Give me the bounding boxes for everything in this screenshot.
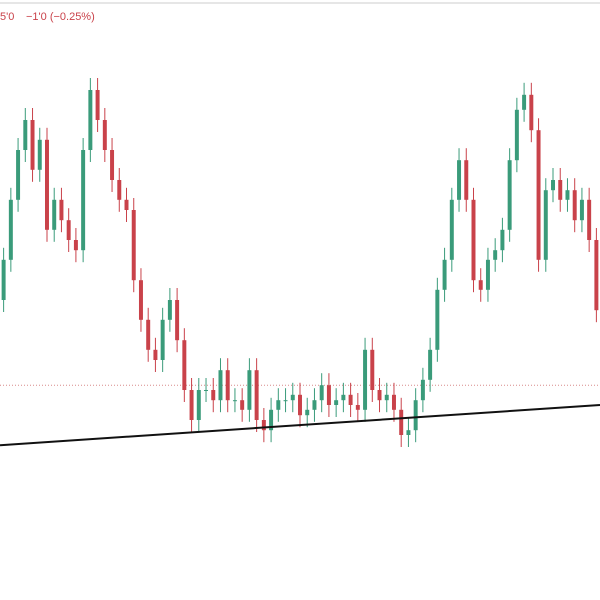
candle-body [153,349,158,360]
candle-body [131,210,136,281]
candle-body [59,199,64,221]
candle-body [391,394,396,410]
candle-body [522,94,527,110]
candle-body [334,400,339,405]
candle-body [558,180,563,200]
candle-body [326,385,331,405]
candle-body [204,390,209,391]
candle-body [529,94,534,131]
candle-body [449,199,454,260]
candle-body [138,280,143,320]
candle-body [298,394,302,416]
candle-body [514,109,519,161]
candle-body [420,379,425,401]
candle-body [88,90,93,150]
candle-body [377,390,382,401]
candle-body [442,259,447,290]
candle-body [146,319,151,350]
candle-body [232,400,237,402]
candle-body [211,390,216,401]
candle-body [30,120,35,170]
candle-body [565,190,570,200]
candle-body [471,199,476,281]
candle-body [543,190,548,260]
candle-body [189,390,194,420]
candle-body [435,289,440,350]
candle-body [261,420,266,431]
candle-body [240,400,245,410]
candle-body [312,400,317,410]
candle-body [587,199,592,240]
candle-body [413,400,418,431]
candle-body [23,120,28,150]
candle-body [551,180,555,191]
candle-body [1,259,6,300]
candle-body [167,300,172,320]
candle-body [269,409,274,431]
candle-body [81,150,86,251]
candle-body [117,180,122,200]
candle-body [16,150,21,200]
trendline [0,404,600,447]
candle-body [276,400,281,410]
candle-body [196,390,201,420]
candle-body [8,199,13,260]
candle-body [110,150,115,180]
candle-body [493,250,498,260]
candle-body [290,394,295,401]
candle-body [95,90,100,120]
header-change: −1'0 (−0.25%) [26,11,95,23]
candle-body [579,199,584,221]
candle-body [182,340,187,390]
candle-body [283,400,288,402]
candle-body [464,160,469,200]
candle-body [66,220,71,240]
candle-body [536,130,541,260]
candle-body [160,319,165,360]
candle-body [102,120,107,150]
candle-body [225,370,230,401]
candle-body [175,300,180,341]
candle-body [507,160,512,230]
candle-body [52,199,57,230]
candle-body [341,394,346,401]
candle-body [124,199,129,210]
candle-body [254,370,259,420]
candle-body [73,240,78,251]
candle-body [305,409,310,416]
candle-body [406,430,411,435]
candle-body [428,349,433,380]
candle-body [45,139,49,230]
candle-body [218,370,223,401]
candle-body [370,349,375,390]
candle-body [572,190,577,221]
candle-body [319,385,324,401]
candle-body [247,370,252,410]
candle-body [457,160,462,200]
candle-body [384,394,389,401]
candle-body [363,349,368,410]
candle-body [399,409,404,435]
candle-body [37,139,42,170]
candle-body [594,240,599,311]
candle-body [355,405,360,410]
candle-body [478,280,483,290]
candle-body [485,259,490,290]
candle-body [500,229,505,251]
header-price: 5'0 [0,11,14,23]
candle-body [348,394,353,405]
